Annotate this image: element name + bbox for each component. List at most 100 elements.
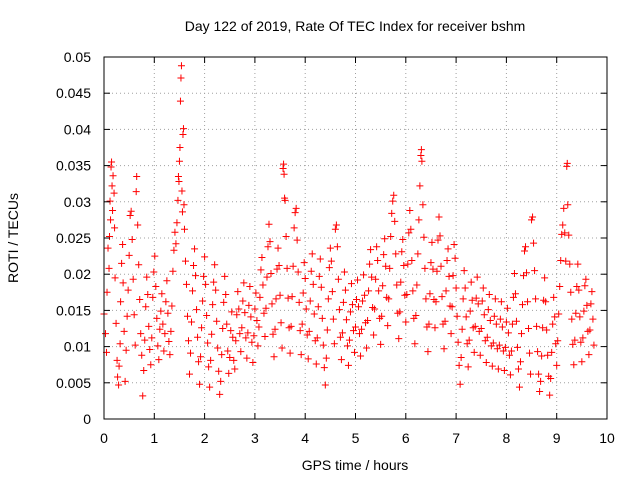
data-point [274,244,282,252]
data-point [445,272,453,280]
data-point [412,311,420,319]
data-point [450,241,458,249]
data-point [348,301,356,309]
data-point [374,256,382,264]
data-point [421,264,429,272]
data-point [577,338,585,346]
data-point [304,355,312,363]
data-point [536,387,544,395]
data-point [355,303,363,311]
data-point [128,235,136,243]
data-point [233,311,241,319]
data-point [415,216,423,224]
data-point [279,164,287,172]
data-point [251,305,259,313]
data-point [322,354,330,362]
data-point [284,294,292,302]
data-point [546,391,554,399]
data-point [300,259,308,267]
data-point [121,377,129,385]
x-tick-label: 2 [201,430,209,446]
data-point [114,373,122,381]
y-tick-label: 0.035 [56,158,91,174]
data-point [239,297,247,305]
data-point [381,235,389,243]
data-point [586,326,594,334]
data-point [484,306,492,314]
x-tick-label: 8 [503,430,511,446]
data-point [515,383,523,391]
data-point [179,125,187,133]
y-tick-label: 0.04 [64,121,91,137]
data-point [544,351,552,359]
data-point [400,262,408,270]
data-point [255,323,263,331]
data-point [554,337,562,345]
data-point [555,310,563,318]
data-point [499,347,507,355]
data-point [325,264,333,272]
data-point [333,243,341,251]
data-point [299,289,307,297]
data-point [151,252,159,260]
data-point [342,316,350,324]
data-point [582,275,590,283]
data-point [574,260,582,268]
data-point [193,306,201,314]
data-point [313,334,321,342]
data-point [501,343,509,351]
data-point [541,274,549,282]
data-point [379,282,387,290]
data-point [286,349,294,357]
data-point [309,280,317,288]
data-point [375,287,383,295]
data-point [431,324,439,332]
data-point [301,275,309,283]
data-point [390,191,398,199]
data-point [380,251,388,259]
data-point [587,300,595,308]
data-point [107,216,115,224]
data-point [576,313,584,321]
data-point [258,254,266,262]
data-point [190,262,198,270]
data-point [364,317,372,325]
data-point [222,290,230,298]
data-point [571,336,579,344]
data-point [493,345,501,353]
x-tick-label: 5 [352,430,360,446]
data-point [148,334,156,342]
data-point [290,224,298,232]
data-point [332,221,340,229]
data-point [466,307,474,315]
data-point [403,290,411,298]
data-point [238,324,246,332]
data-point [387,233,395,241]
data-point [384,322,392,330]
data-point [173,219,181,227]
data-point [512,317,520,325]
data-point [162,298,170,306]
data-point [442,287,450,295]
data-point [278,344,286,352]
data-point [166,351,174,359]
data-point [308,250,316,258]
data-point [178,208,186,216]
data-point [511,290,519,298]
data-point [477,325,485,332]
data-point [413,281,421,289]
data-point [531,267,539,275]
data-point [174,172,182,180]
data-point [108,158,116,166]
data-point [191,245,199,253]
data-point [420,233,428,241]
data-point [213,317,221,325]
data-point [363,344,371,352]
data-point [557,256,565,264]
data-point [110,189,118,197]
data-point [236,330,244,338]
data-point [175,178,183,186]
data-point [358,325,366,333]
data-point [317,283,325,291]
data-point [217,377,225,385]
